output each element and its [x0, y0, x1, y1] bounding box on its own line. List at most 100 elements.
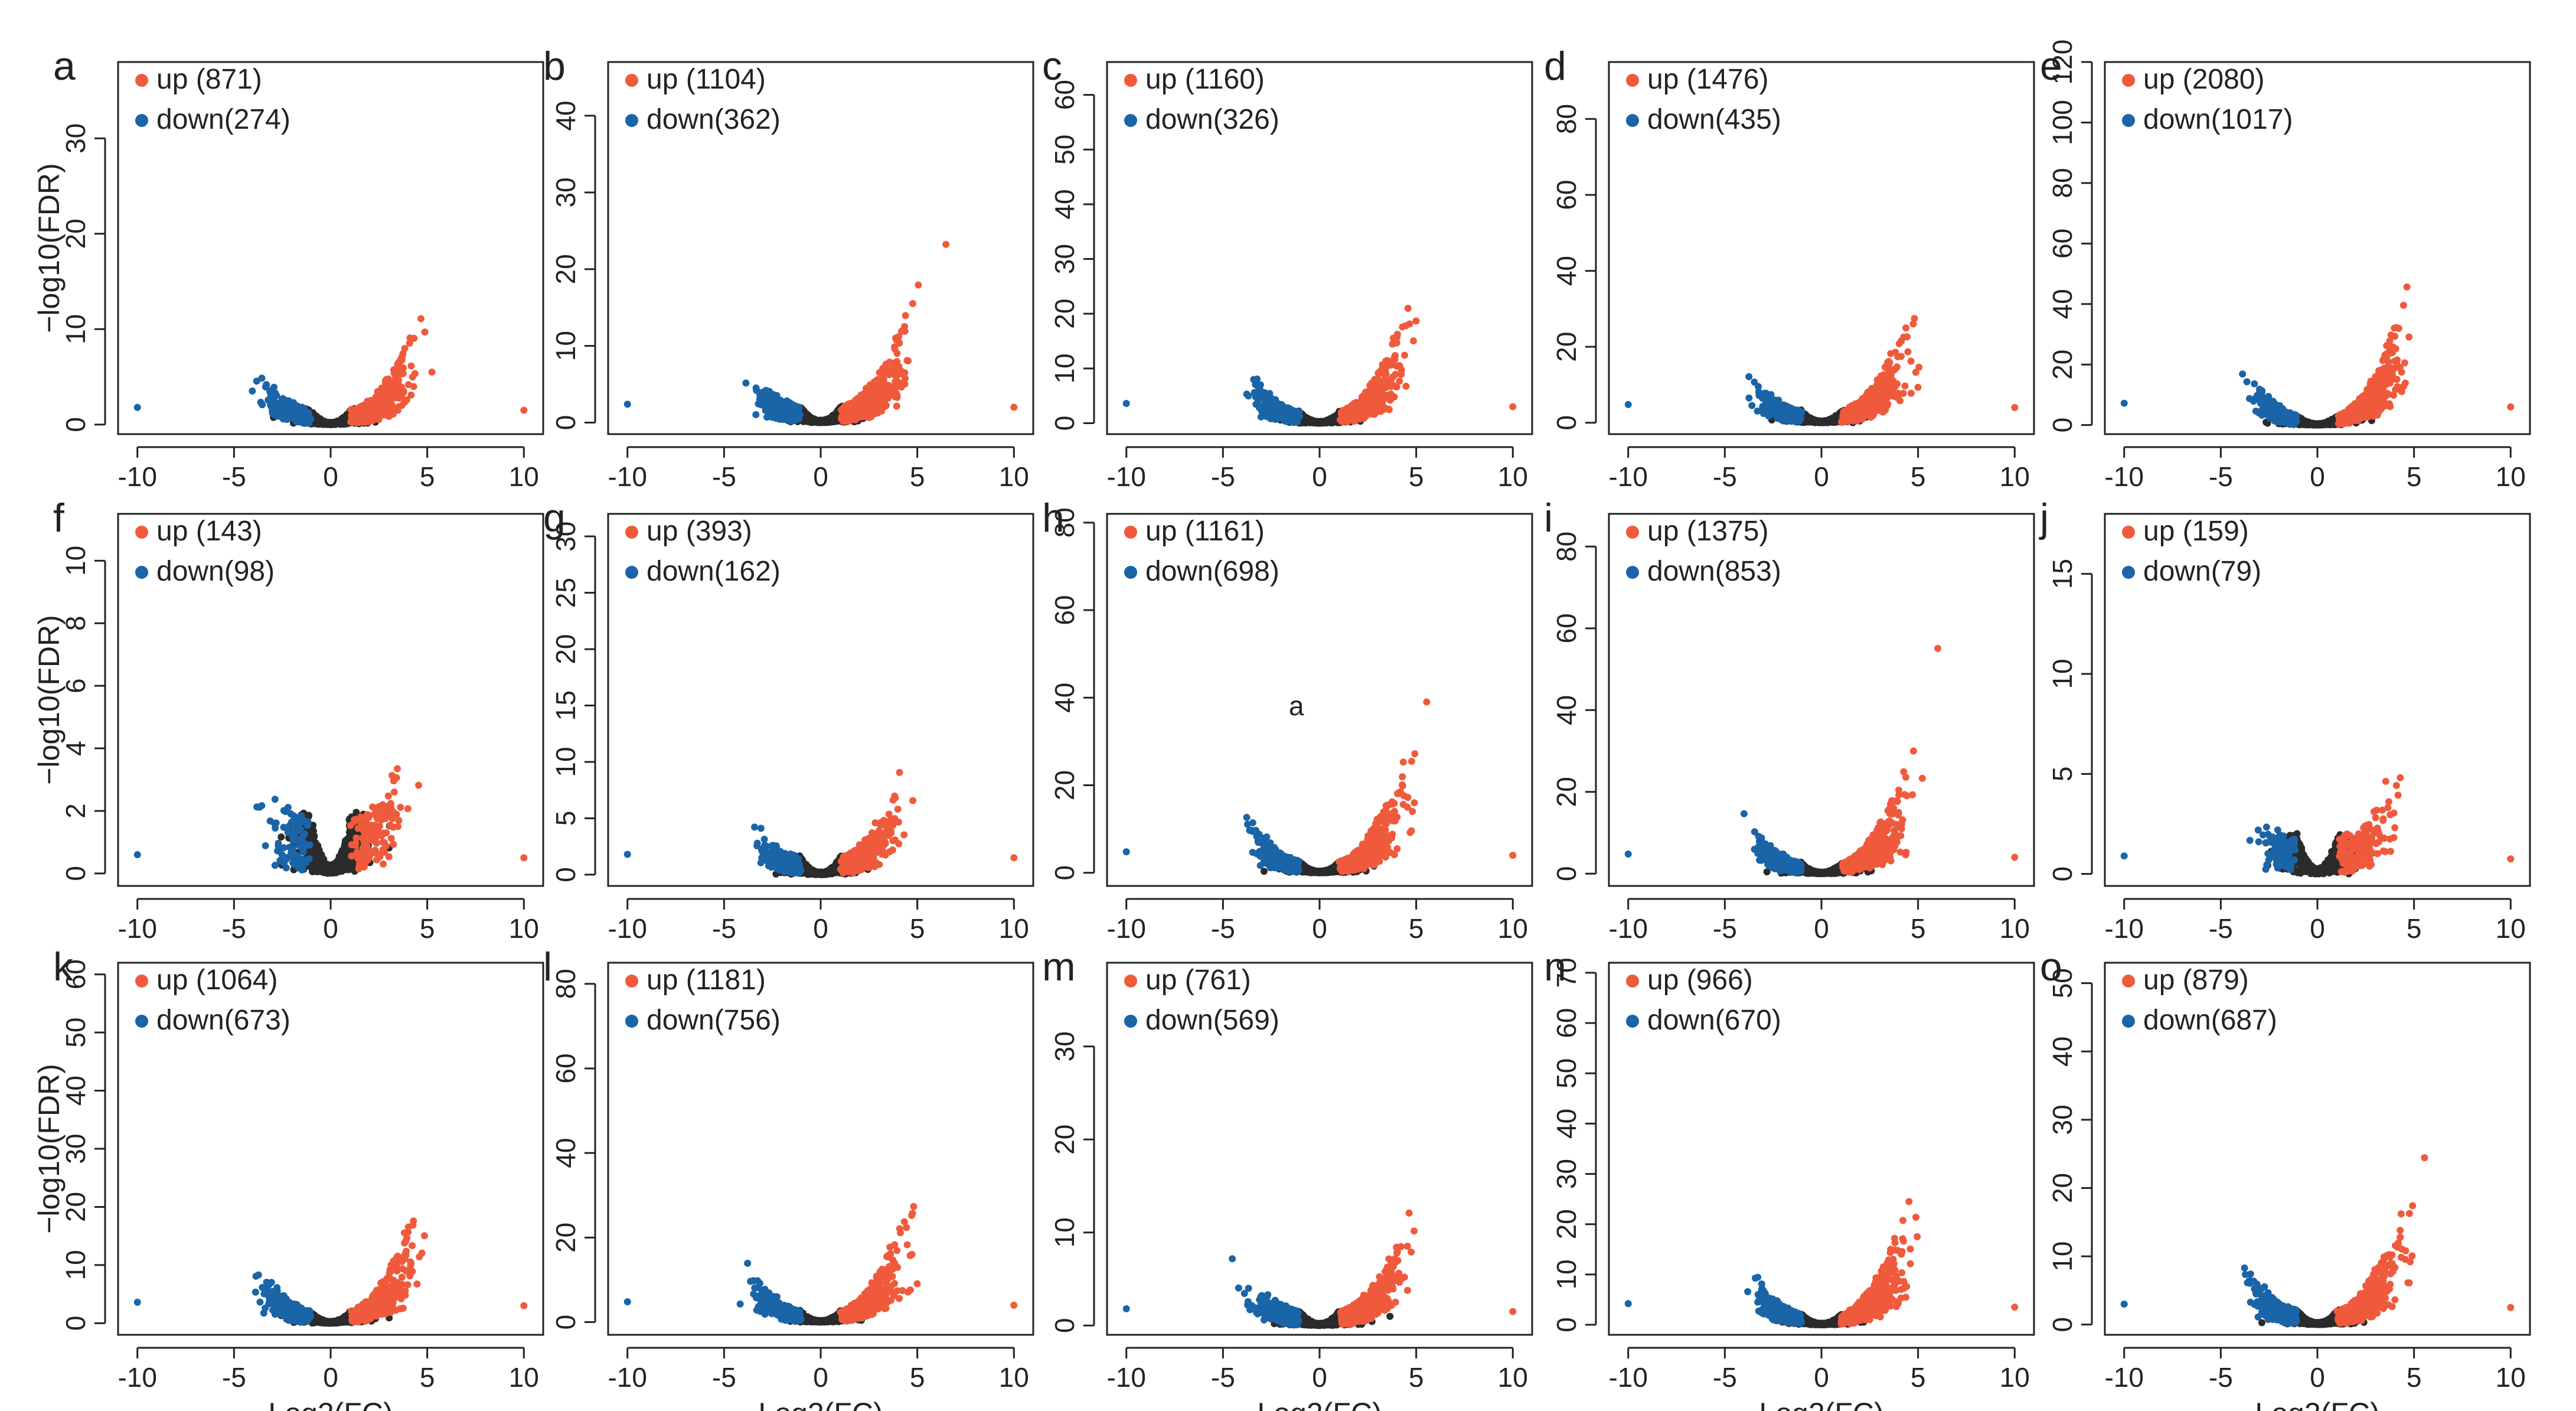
y-tick-label: 30 [1049, 244, 1080, 274]
legend-up-label: up (871) [156, 64, 262, 95]
y-tick-label: 20 [1049, 299, 1080, 329]
panel-letter: b [543, 44, 566, 89]
x-tick-label: 5 [1409, 461, 1424, 492]
point-up [391, 367, 398, 374]
y-tick-label: 0 [1049, 416, 1080, 431]
point-up [942, 241, 949, 248]
point-down [273, 392, 280, 399]
point-down [265, 397, 272, 404]
point-down [259, 401, 266, 408]
point-down [787, 409, 794, 416]
point-up [422, 328, 429, 335]
y-tick-label: 40 [550, 100, 581, 131]
point-up [399, 370, 406, 377]
point-down [263, 382, 270, 389]
y-tick-label: 60 [1049, 80, 1080, 110]
point-ns [1325, 416, 1333, 423]
x-tick-label: 10 [509, 461, 539, 492]
y-tick-label: 10 [1049, 353, 1080, 383]
x-tick-label: -5 [1211, 461, 1235, 492]
x-tick-label: 10 [999, 461, 1029, 492]
point-down [249, 387, 256, 395]
point-up [878, 408, 885, 415]
x-tick-label: -5 [712, 461, 736, 492]
point-ns [1305, 418, 1312, 425]
point-up [407, 363, 414, 370]
point-up [358, 414, 365, 421]
point-down [285, 400, 292, 407]
point-down [292, 415, 299, 422]
point-up [1412, 317, 1419, 324]
point-up [379, 412, 386, 419]
point-down [299, 416, 306, 423]
panel-letter: a [53, 44, 76, 89]
point-up [873, 380, 880, 387]
point-up [855, 399, 862, 406]
point-down [765, 403, 772, 410]
point-down [270, 384, 277, 391]
point-up [845, 413, 853, 420]
point-up [867, 413, 874, 421]
point-up [915, 282, 922, 289]
point-up [520, 407, 527, 414]
point-down [791, 402, 798, 409]
y-tick-label: 0 [60, 417, 91, 432]
legend-down-dot [135, 114, 148, 127]
point-up [898, 328, 905, 335]
x-tick-label: -5 [222, 461, 246, 492]
legend: up (871)down(274) [135, 64, 290, 135]
point-up [417, 315, 425, 322]
points-layer [1123, 305, 1517, 426]
point-up [399, 350, 406, 357]
y-axis-title: −log10(FDR) [32, 163, 66, 333]
point-up [375, 390, 382, 397]
x-tick-label: 10 [1498, 461, 1528, 492]
point-up [391, 380, 398, 387]
point-down [796, 411, 803, 418]
point-up [905, 357, 912, 364]
y-tick-label: 40 [1049, 189, 1080, 219]
point-ns [807, 416, 814, 423]
point-down [742, 380, 749, 387]
point-up [866, 386, 873, 393]
points-layer [134, 315, 528, 428]
legend-up-dot [625, 74, 638, 87]
point-up [892, 335, 899, 342]
point-up [891, 346, 898, 353]
point-up [399, 402, 406, 409]
point-up [886, 371, 893, 378]
point-down [753, 384, 760, 392]
point-down [752, 411, 759, 418]
point-up [848, 406, 856, 413]
point-up [429, 369, 436, 376]
x-tick-label: 5 [910, 461, 925, 492]
point-up [856, 410, 863, 418]
y-tick-label: 20 [550, 254, 581, 284]
point-up [872, 392, 879, 399]
point-ns [1319, 419, 1326, 426]
point-up [882, 361, 889, 368]
x-tick-label: -10 [1106, 461, 1145, 492]
point-up [871, 386, 879, 393]
point-up [909, 300, 916, 307]
point-up [368, 403, 375, 410]
y-tick-label: 30 [550, 177, 581, 207]
point-down [282, 408, 289, 415]
point-down [624, 400, 631, 408]
point-up [357, 408, 364, 415]
legend: up (1104)down(362) [625, 64, 781, 135]
point-down [778, 406, 785, 413]
point-up [351, 413, 358, 421]
point-up [406, 334, 413, 341]
point-up [407, 392, 414, 399]
point-up [405, 381, 412, 388]
point-ns [319, 418, 327, 425]
point-up [396, 395, 403, 402]
point-up [394, 361, 401, 368]
x-tick-label: 5 [420, 461, 435, 492]
x-tick-label: -10 [608, 461, 647, 492]
